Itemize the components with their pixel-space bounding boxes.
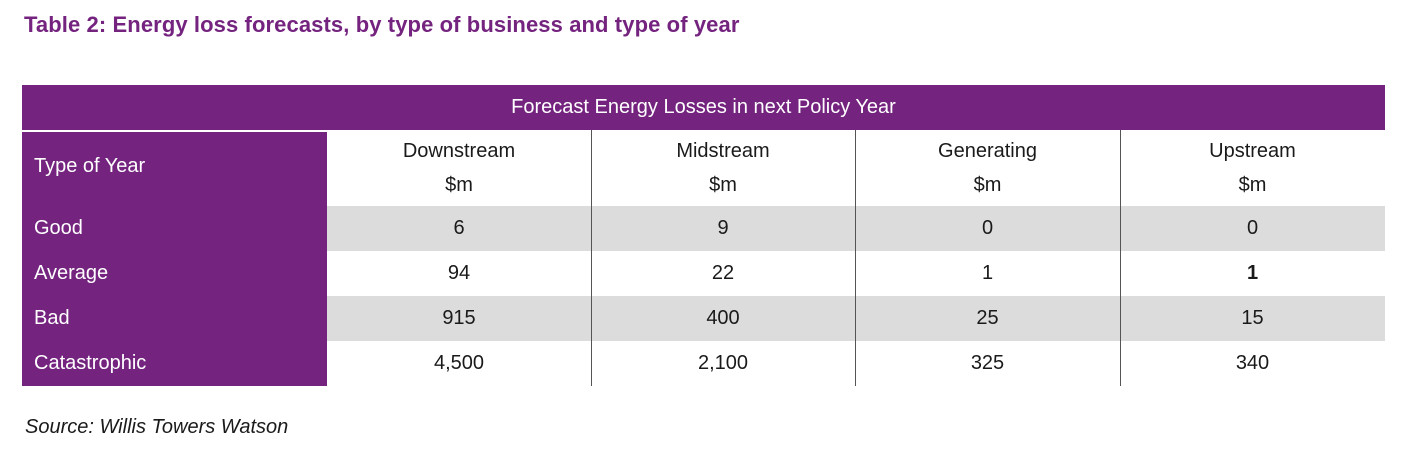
column-name: Midstream — [676, 140, 770, 162]
column-header-generating: Generating $m — [855, 130, 1120, 206]
header-divider — [22, 130, 327, 132]
row-label-bad: Bad — [34, 307, 70, 329]
table-banner: Forecast Energy Losses in next Policy Ye… — [22, 85, 1385, 130]
type-of-year-column: Type of Year Good Average Bad Catastroph… — [22, 130, 327, 386]
column-unit: $m — [709, 174, 737, 196]
table-cell: 400 — [706, 307, 740, 329]
table-cell: 15 — [1241, 307, 1264, 329]
row-label-good: Good — [34, 217, 83, 239]
row-label-average: Average — [34, 262, 109, 284]
table-title: Table 2: Energy loss forecasts, by type … — [24, 12, 740, 37]
table-cell: 325 — [970, 352, 1005, 374]
table-cell: 94 — [447, 262, 471, 284]
column-name: Upstream — [1209, 140, 1296, 162]
table-cell: 0 — [981, 217, 994, 239]
table-cell: 1 — [981, 262, 994, 284]
row-band-bad — [327, 296, 1385, 341]
type-of-year-header: Type of Year — [34, 155, 146, 177]
table-cell: 0 — [1246, 217, 1259, 239]
table-cell: 25 — [976, 307, 999, 329]
column-unit: $m — [445, 174, 473, 196]
column-divider — [855, 130, 856, 386]
column-divider — [1120, 130, 1121, 386]
source-note: Source: Willis Towers Watson — [25, 416, 289, 438]
column-name: Downstream — [402, 140, 516, 162]
table-cell: 9 — [717, 217, 729, 239]
table-cell: 22 — [711, 262, 735, 284]
table-cell: 915 — [442, 307, 476, 329]
table-cell: 340 — [1235, 352, 1270, 374]
column-divider — [591, 130, 592, 386]
table-cell: 2,100 — [697, 352, 749, 374]
column-header-downstream: Downstream $m — [327, 130, 591, 206]
column-unit: $m — [973, 174, 1002, 196]
table-cell: 4,500 — [433, 352, 485, 374]
table-cell: 6 — [453, 217, 465, 239]
column-header-midstream: Midstream $m — [591, 130, 855, 206]
row-label-catastrophic: Catastrophic — [34, 352, 147, 374]
row-band-good — [327, 206, 1385, 251]
column-unit: $m — [1238, 174, 1267, 196]
table-cell: 1 — [1246, 262, 1259, 284]
column-header-upstream: Upstream $m — [1120, 130, 1385, 206]
column-name: Generating — [938, 140, 1037, 162]
